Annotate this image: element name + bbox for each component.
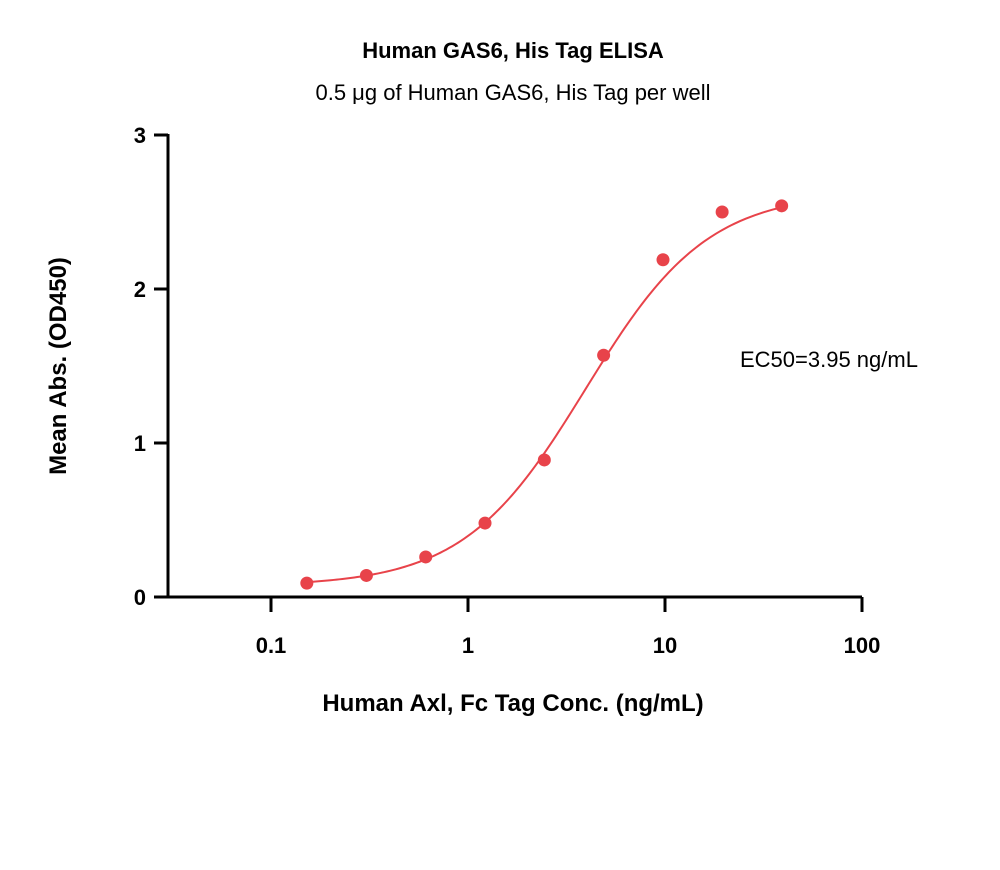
x-tick-label: 10 — [653, 633, 677, 658]
chart-title: Human GAS6, His Tag ELISA — [362, 38, 664, 63]
data-point — [478, 516, 492, 530]
x-tick-label: 0.1 — [256, 633, 287, 658]
y-tick-label: 2 — [134, 277, 146, 302]
y-tick-label: 1 — [134, 431, 146, 456]
data-point — [537, 453, 551, 467]
data-points — [300, 199, 789, 590]
data-point — [715, 205, 729, 219]
x-axis-label: Human Axl, Fc Tag Conc. (ng/mL) — [322, 690, 703, 717]
data-point — [775, 199, 789, 213]
axes: 0 1 2 3 0.1 1 10 100 — [134, 123, 881, 658]
x-tick-label: 100 — [844, 633, 881, 658]
fit-curve-layer — [306, 206, 782, 584]
ec50-annotation: EC50=3.95 ng/mL — [740, 347, 918, 372]
y-tick-label: 3 — [134, 123, 146, 148]
y-tick-label: 0 — [134, 585, 146, 610]
y-axis-label: Mean Abs. (OD450) — [45, 257, 72, 475]
data-point — [597, 348, 611, 362]
data-point — [656, 253, 670, 267]
chart-subtitle: 0.5 μg of Human GAS6, His Tag per well — [315, 80, 710, 105]
data-point — [419, 550, 433, 564]
data-point — [300, 576, 314, 590]
fit-curve — [306, 206, 782, 584]
x-tick-label: 1 — [462, 633, 474, 658]
data-point — [359, 568, 373, 582]
